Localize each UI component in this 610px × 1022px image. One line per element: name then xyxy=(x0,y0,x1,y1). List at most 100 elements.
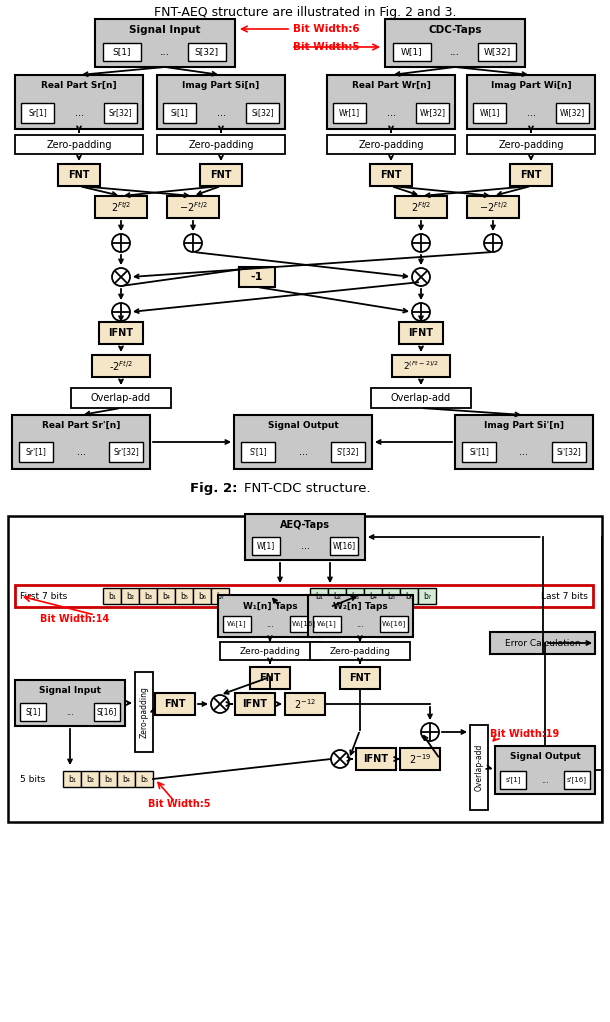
Bar xyxy=(223,616,251,632)
Bar xyxy=(382,588,400,604)
Bar xyxy=(346,588,364,604)
Text: Sr[32]: Sr[32] xyxy=(109,108,132,118)
Bar xyxy=(370,164,412,186)
Bar xyxy=(220,642,320,660)
Bar xyxy=(328,588,346,604)
Text: W[16]: W[16] xyxy=(332,542,356,551)
Text: ...: ... xyxy=(160,47,170,57)
Bar xyxy=(58,164,100,186)
Bar xyxy=(246,103,279,123)
Bar xyxy=(117,771,135,787)
Bar xyxy=(239,267,275,287)
Text: Wi[1]: Wi[1] xyxy=(479,108,500,118)
Bar xyxy=(241,442,275,462)
Circle shape xyxy=(184,234,202,252)
Bar xyxy=(327,135,455,154)
Text: Error Calculation: Error Calculation xyxy=(504,639,580,648)
Text: ...: ... xyxy=(520,447,528,457)
Text: Sr[1]: Sr[1] xyxy=(28,108,47,118)
Text: W₂[1]: W₂[1] xyxy=(317,620,336,628)
Text: b₁: b₁ xyxy=(108,592,116,601)
Bar xyxy=(399,322,443,344)
Bar xyxy=(467,75,595,129)
Text: Overlap-add: Overlap-add xyxy=(475,744,484,791)
Text: −2$^{Ft/2}$: −2$^{Ft/2}$ xyxy=(479,200,508,214)
Text: W₁[16]: W₁[16] xyxy=(292,620,315,628)
Text: Bit Width:5: Bit Width:5 xyxy=(293,42,360,52)
Bar xyxy=(157,588,175,604)
Text: b₂: b₂ xyxy=(333,592,341,601)
Bar xyxy=(99,771,117,787)
Text: IFNT: IFNT xyxy=(364,754,389,764)
Bar xyxy=(188,43,226,61)
Bar xyxy=(175,588,193,604)
Bar xyxy=(393,43,431,61)
Text: Bit Width:5: Bit Width:5 xyxy=(148,799,210,809)
Text: Signal Output: Signal Output xyxy=(268,420,339,429)
Bar xyxy=(218,595,323,637)
Bar xyxy=(455,415,593,469)
Text: Overlap-add: Overlap-add xyxy=(391,393,451,403)
Text: Overlap-add: Overlap-add xyxy=(91,393,151,403)
Bar xyxy=(135,672,153,752)
Text: W₁[1]: W₁[1] xyxy=(227,620,246,628)
Bar xyxy=(139,588,157,604)
Bar xyxy=(63,771,81,787)
Bar xyxy=(193,588,211,604)
Circle shape xyxy=(112,234,130,252)
Bar xyxy=(95,196,147,218)
Text: CDC-Taps: CDC-Taps xyxy=(428,25,482,35)
Text: Signal Input: Signal Input xyxy=(129,25,201,35)
Bar xyxy=(290,616,317,632)
Text: Bit Width:14: Bit Width:14 xyxy=(40,614,109,624)
Text: Si'[32]: Si'[32] xyxy=(556,448,581,457)
Text: b₇: b₇ xyxy=(423,592,431,601)
Text: ...: ... xyxy=(526,108,536,118)
Text: FNT: FNT xyxy=(259,673,281,683)
Text: First 7 bits: First 7 bits xyxy=(20,592,67,601)
Bar xyxy=(12,415,150,469)
Bar xyxy=(333,103,366,123)
Text: b₅: b₅ xyxy=(387,592,395,601)
Bar xyxy=(250,667,290,689)
Bar xyxy=(135,771,153,787)
Text: b₄: b₄ xyxy=(122,775,130,784)
Bar xyxy=(462,442,496,462)
Text: 2$^{(Ft-2)/2}$: 2$^{(Ft-2)/2}$ xyxy=(403,360,439,372)
Text: Bit Width:6: Bit Width:6 xyxy=(293,24,360,34)
Text: ...: ... xyxy=(217,108,226,118)
Text: Sr'[1]: Sr'[1] xyxy=(26,448,46,457)
Bar xyxy=(71,388,171,408)
Bar xyxy=(167,196,219,218)
Bar xyxy=(356,748,396,770)
Bar xyxy=(564,771,590,789)
Bar xyxy=(385,19,525,67)
Circle shape xyxy=(412,268,430,286)
Text: S[1]: S[1] xyxy=(25,707,41,716)
Text: S[32]: S[32] xyxy=(195,48,219,56)
Text: S[16]: S[16] xyxy=(97,707,117,716)
Text: b₆: b₆ xyxy=(405,592,413,601)
Text: ...: ... xyxy=(541,776,549,785)
Text: 5 bits: 5 bits xyxy=(20,775,45,784)
Text: Zero-padding: Zero-padding xyxy=(358,139,424,149)
Text: FNT: FNT xyxy=(68,170,90,180)
Text: Zero-padding: Zero-padding xyxy=(46,139,112,149)
Text: W₂[16]: W₂[16] xyxy=(381,620,406,628)
Text: b₂: b₂ xyxy=(126,592,134,601)
Bar xyxy=(400,588,418,604)
Text: W[32]: W[32] xyxy=(483,48,511,56)
Text: S[1]: S[1] xyxy=(113,48,131,56)
Bar xyxy=(15,75,143,129)
Bar xyxy=(556,103,589,123)
Bar xyxy=(15,135,143,154)
Text: ...: ... xyxy=(76,447,85,457)
Circle shape xyxy=(484,234,502,252)
Text: Zero-padding: Zero-padding xyxy=(329,647,390,655)
Bar xyxy=(211,588,229,604)
Bar xyxy=(99,322,143,344)
Bar xyxy=(92,355,150,377)
Text: Zero-padding: Zero-padding xyxy=(240,647,301,655)
Bar xyxy=(19,442,53,462)
Bar xyxy=(20,703,46,721)
